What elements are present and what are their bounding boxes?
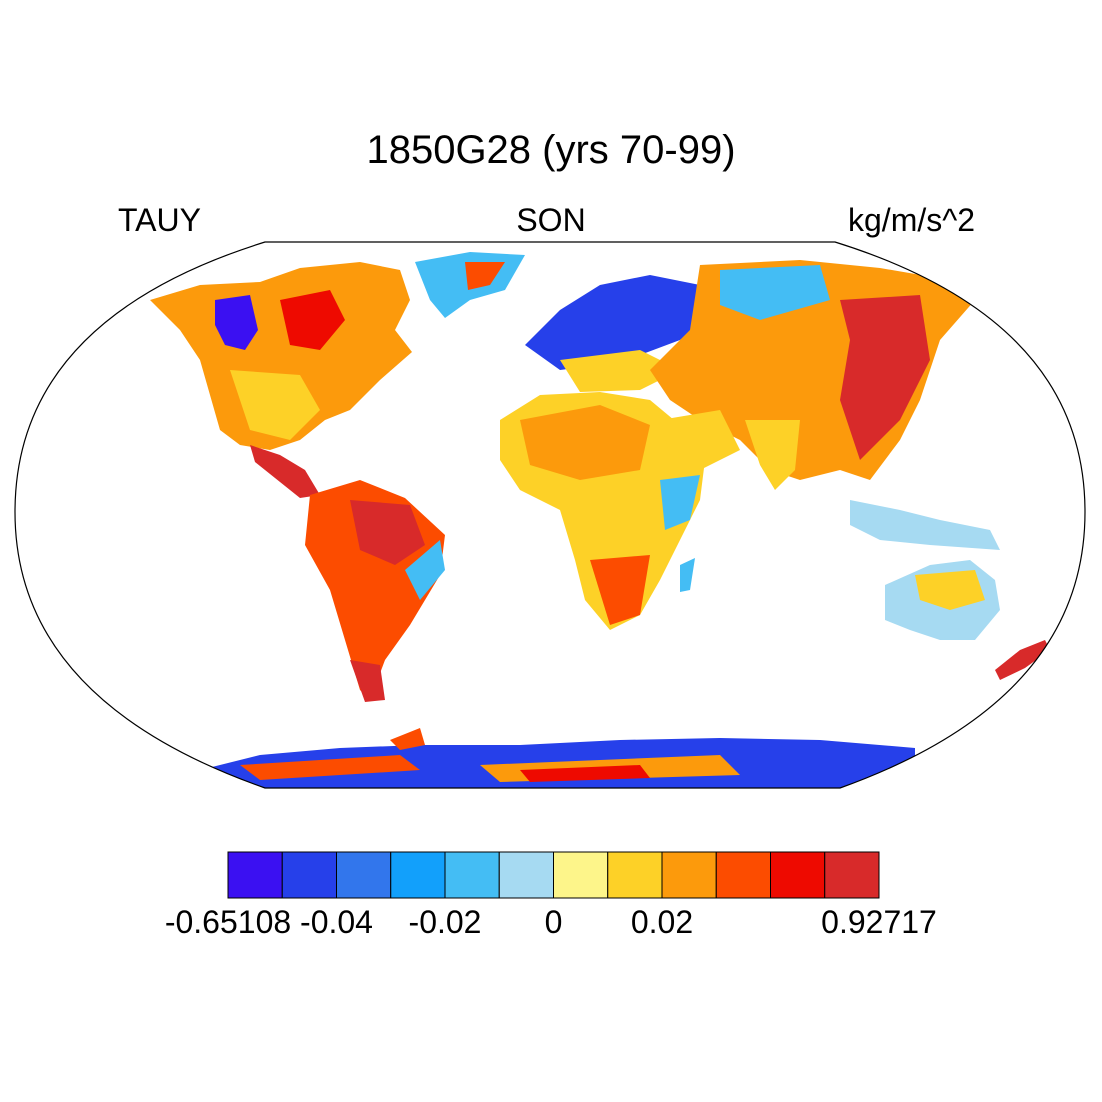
season-label: SON	[516, 202, 586, 238]
east-asia	[840, 295, 930, 460]
colorbar-swatch	[281, 851, 337, 899]
colorbar-swatch	[336, 851, 392, 899]
colorbar-swatch	[227, 851, 283, 899]
india	[745, 420, 800, 490]
central-america	[250, 445, 320, 498]
colorbar-label: -0.02	[408, 904, 482, 940]
colorbar-label: -0.65108	[164, 904, 292, 940]
colorbar	[227, 851, 880, 899]
africa-south	[590, 555, 650, 625]
europe-south	[560, 350, 680, 392]
land-field	[150, 252, 1050, 788]
colorbar-swatch	[390, 851, 446, 899]
colorbar-swatch	[661, 851, 717, 899]
plot-title: 1850G28 (yrs 70-99)	[366, 128, 736, 172]
colorbar-swatch	[498, 851, 554, 899]
colorbar-swatch	[444, 851, 500, 899]
colorbar-label: -0.04	[300, 904, 373, 940]
colorbar-swatch	[824, 851, 880, 899]
colorbar-label: 0.02	[630, 904, 694, 940]
colorbar-label: 0	[544, 904, 563, 940]
north-america-west	[215, 295, 258, 350]
madagascar	[680, 558, 695, 592]
europe	[525, 275, 720, 370]
sahara	[520, 405, 650, 480]
antarctica-band-1	[240, 755, 420, 780]
colorbar-swatch	[553, 851, 609, 899]
greenland-core	[465, 262, 505, 290]
asia-north	[720, 265, 830, 320]
south-america-east	[405, 540, 445, 600]
arabia	[660, 410, 740, 470]
new-zealand	[995, 640, 1050, 680]
colorbar-swatch	[770, 851, 826, 899]
antarctic-peninsula	[390, 728, 425, 750]
map-border	[14, 241, 1086, 789]
southeast-asia	[850, 500, 1000, 550]
north-america-east	[280, 290, 345, 350]
africa-east	[660, 475, 700, 530]
north-america-south	[230, 370, 320, 440]
antarctica-band-3	[520, 765, 650, 782]
amazon	[350, 500, 425, 565]
colorbar-swatch	[607, 851, 663, 899]
australia-core	[915, 570, 985, 610]
colorbar-swatch	[715, 851, 771, 899]
patagonia	[350, 660, 385, 702]
colorbar-label: 0.92717	[821, 904, 937, 940]
variable-label: TAUY	[118, 202, 201, 238]
units-label: kg/m/s^2	[848, 202, 976, 238]
